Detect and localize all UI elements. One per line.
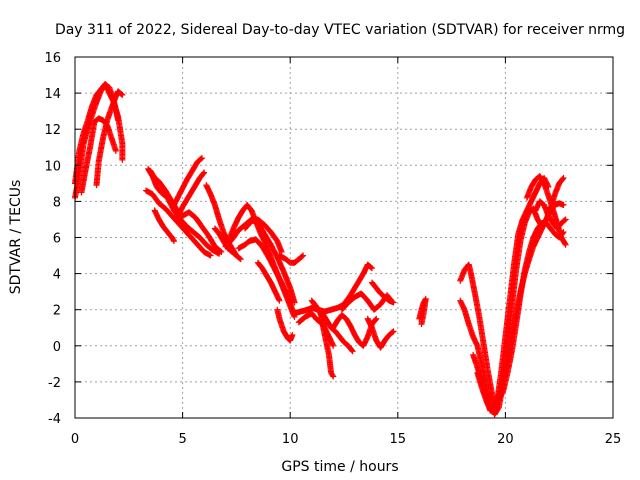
y-tick-label: 4 [53, 268, 61, 283]
data-point [289, 306, 296, 313]
y-tick-label: 14 [44, 87, 61, 102]
data-point [560, 202, 567, 209]
data-point [207, 252, 214, 259]
x-axis-label: GPS time / hours [281, 459, 398, 475]
data-point [560, 229, 567, 236]
data-point [348, 347, 355, 354]
data-point [289, 331, 296, 338]
data-point [561, 217, 568, 224]
y-tick-label: 16 [44, 51, 61, 66]
y-tick-label: -2 [48, 376, 61, 391]
data-point [198, 155, 205, 162]
data-point [201, 169, 208, 176]
y-tick-label: 0 [53, 340, 61, 355]
data-point [368, 264, 375, 271]
x-tick-label: 0 [71, 432, 79, 447]
x-tick-label: 5 [178, 432, 186, 447]
data-point [170, 238, 177, 245]
data-point [373, 315, 380, 322]
data-point [390, 328, 397, 335]
data-point [330, 373, 337, 380]
data-point [560, 174, 567, 181]
data-point [218, 248, 225, 255]
data-point [118, 91, 125, 98]
y-tick-label: 6 [53, 232, 61, 247]
chart-title: Day 311 of 2022, Sidereal Day-to-day VTE… [55, 22, 625, 38]
data-point [299, 253, 306, 260]
x-tick-label: 25 [605, 432, 622, 447]
data-point [368, 265, 375, 272]
data-point [276, 297, 283, 304]
data-point [559, 175, 566, 182]
y-tick-label: 10 [44, 159, 61, 174]
data-point [198, 155, 205, 162]
data-point [349, 348, 356, 355]
data-point [119, 156, 126, 163]
x-tick-label: 20 [497, 432, 514, 447]
data-point [217, 248, 224, 255]
data-point [170, 236, 177, 243]
x-tick-label: 10 [282, 432, 299, 447]
data-point [119, 91, 126, 98]
data-point [562, 241, 569, 248]
data-point [330, 342, 337, 349]
data-point [418, 321, 425, 328]
y-axis-label: SDTVAR / TECUs [8, 180, 24, 295]
y-tick-label: 8 [53, 195, 61, 210]
y-tick-label: -4 [48, 412, 61, 427]
axis-ticks: 0 5 10 15 20 25 -4 -2 0 2 4 6 8 10 12 14 16 [44, 51, 621, 447]
data-point [389, 329, 396, 336]
data-point [372, 316, 379, 323]
data-point [237, 256, 244, 263]
x-tick-label: 15 [390, 432, 407, 447]
y-tick-label: 2 [53, 304, 61, 319]
data-point [233, 252, 240, 259]
data-point [236, 255, 243, 262]
data-point [300, 252, 307, 259]
data-point [200, 170, 207, 177]
data-point [390, 299, 397, 306]
data-point [562, 216, 569, 223]
data-point [329, 372, 336, 379]
data-points [72, 81, 569, 418]
y-tick-label: 12 [44, 123, 61, 138]
data-point [112, 147, 119, 154]
data-point [562, 240, 569, 247]
data-point [232, 251, 239, 258]
